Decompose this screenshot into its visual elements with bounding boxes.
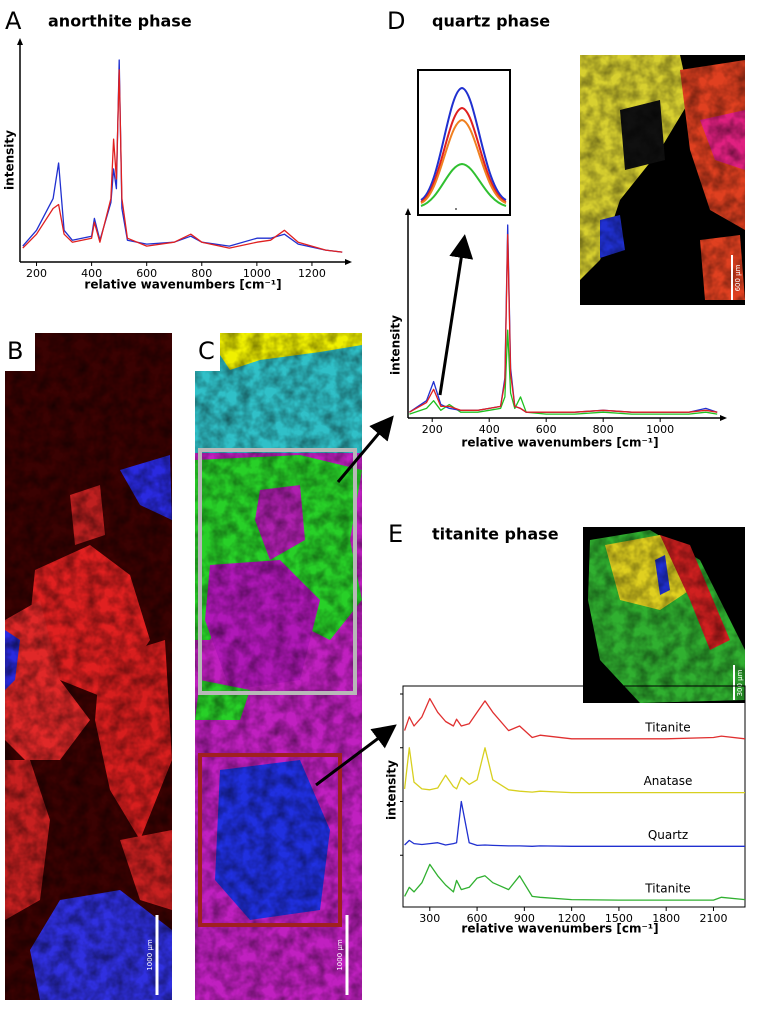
spectrum-line — [409, 233, 718, 413]
scale-bar-label: 600 µm — [734, 264, 742, 291]
scale-bar-label: 1000 µm — [146, 939, 154, 970]
x-tick-label: 1000 — [646, 423, 674, 436]
x-tick-label: 800 — [593, 423, 614, 436]
scale-bar-label: 300 µm — [736, 669, 744, 696]
spectrum-line — [403, 697, 746, 740]
panel-letter: B — [7, 337, 23, 365]
label-bg — [190, 333, 220, 371]
axis-arrow — [345, 259, 352, 265]
x-tick-label: 1200 — [298, 267, 326, 280]
inset — [417, 69, 511, 216]
panel-title: anorthite phase — [48, 12, 192, 31]
x-tick-label: 400 — [81, 267, 102, 280]
panel-letter: A — [5, 7, 22, 35]
x-axis-label: relative wavenumbers [cm⁻¹] — [84, 278, 281, 292]
y-axis-label: intensity — [385, 760, 399, 820]
x-axis-label: relative wavenumbers [cm⁻¹] — [461, 436, 658, 450]
spectrum-line — [409, 329, 718, 415]
y-axis-label: intensity — [3, 130, 17, 190]
label-bg — [0, 333, 35, 371]
axis-arrow — [720, 415, 727, 421]
spectrum-line — [404, 800, 745, 847]
x-tick-label: 1800 — [652, 912, 680, 925]
x-tick-label: 400 — [479, 423, 500, 436]
scale-bar-label: 1000 µm — [336, 939, 344, 970]
y-axis-label: intensity — [389, 315, 403, 375]
x-tick-label: 600 — [467, 912, 488, 925]
map-c — [195, 333, 362, 1000]
map-b — [5, 333, 172, 1000]
plot-frame — [402, 685, 746, 908]
x-tick-label: 800 — [191, 267, 212, 280]
panel-title: titanite phase — [432, 525, 559, 544]
panel-title: quartz phase — [432, 12, 550, 31]
x-tick-label: 200 — [422, 423, 443, 436]
spectrum-line — [22, 69, 343, 253]
x-tick-label: 300 — [419, 912, 440, 925]
x-tick-label: 1500 — [605, 912, 633, 925]
panel-letter: C — [198, 337, 215, 365]
axis-arrow — [17, 38, 23, 45]
axis-arrow — [405, 208, 411, 215]
map-e — [583, 527, 745, 703]
spectrum-line — [404, 863, 746, 901]
arrows — [315, 234, 474, 787]
panel-letter: D — [387, 7, 405, 35]
spectrum-line — [403, 747, 745, 794]
series-label: Titanite — [644, 882, 690, 896]
x-tick-label: 900 — [514, 912, 535, 925]
x-tick-label: 200 — [26, 267, 47, 280]
series-label: Titanite — [644, 720, 690, 734]
series-label: Quartz — [648, 828, 688, 842]
x-tick-label: 600 — [536, 423, 557, 436]
series-label: Anatase — [644, 774, 693, 788]
x-tick-label: 1000 — [243, 267, 271, 280]
map-d — [580, 55, 745, 305]
x-tick-label: 600 — [136, 267, 157, 280]
panel-letter: E — [388, 520, 403, 548]
spectrum-line — [22, 59, 343, 253]
x-axis-label: relative wavenumbers [cm⁻¹] — [461, 922, 658, 936]
x-tick-label: 1200 — [558, 912, 586, 925]
x-tick-label: 2100 — [699, 912, 727, 925]
